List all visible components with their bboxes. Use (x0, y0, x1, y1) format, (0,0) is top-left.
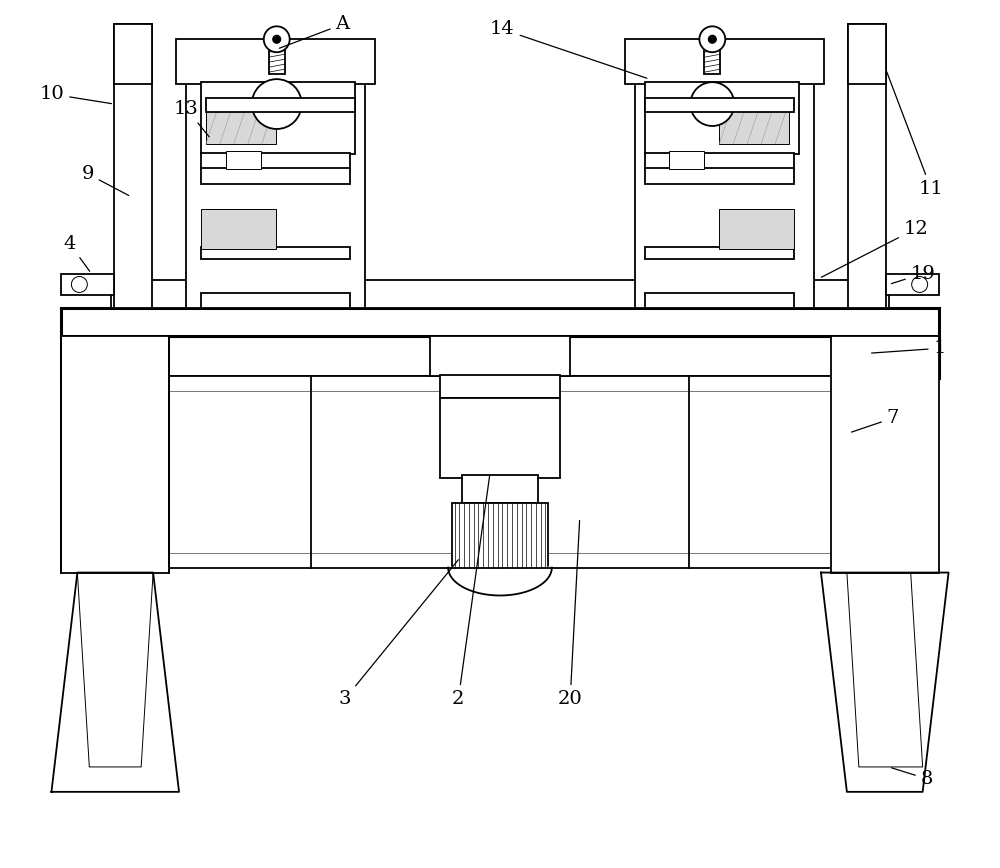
Circle shape (273, 36, 281, 43)
Bar (226, 151, 261, 169)
Bar (719, 208, 794, 248)
Bar (114, 24, 152, 84)
Bar (848, 24, 886, 308)
Bar (831, 336, 939, 573)
Polygon shape (847, 573, 923, 767)
Bar (645, 98, 794, 112)
Bar (430, 336, 570, 376)
Bar (645, 82, 799, 154)
Polygon shape (448, 568, 552, 595)
Bar (625, 39, 824, 84)
Bar (645, 247, 794, 259)
Text: 3: 3 (339, 560, 458, 708)
Text: 10: 10 (39, 85, 111, 103)
Circle shape (708, 36, 716, 43)
Text: 12: 12 (821, 220, 928, 277)
Polygon shape (821, 573, 949, 792)
Bar (201, 82, 355, 154)
Text: 14: 14 (490, 20, 647, 78)
Bar (645, 168, 794, 184)
Bar (81, 376, 919, 398)
Bar (61, 336, 939, 378)
Bar (176, 39, 375, 84)
Circle shape (699, 26, 725, 52)
Bar (886, 273, 939, 295)
Bar (111, 280, 889, 308)
Bar (61, 273, 114, 295)
Bar (848, 24, 886, 84)
Text: 7: 7 (852, 409, 899, 432)
Bar (201, 247, 350, 259)
Text: 9: 9 (81, 165, 129, 195)
Bar (201, 208, 276, 248)
Bar (114, 24, 152, 308)
Polygon shape (51, 573, 179, 792)
Text: 8: 8 (891, 768, 933, 788)
Bar (201, 153, 350, 169)
Bar (269, 43, 285, 74)
Bar (669, 151, 704, 169)
Bar (452, 503, 548, 568)
Bar (201, 293, 350, 308)
Bar (645, 293, 794, 308)
Circle shape (71, 277, 87, 293)
Text: 1: 1 (872, 339, 946, 358)
Bar (645, 153, 794, 169)
Text: 20: 20 (558, 521, 583, 708)
Bar (635, 79, 814, 308)
Text: 2: 2 (452, 476, 490, 708)
Text: 4: 4 (63, 234, 90, 272)
Text: 19: 19 (891, 265, 936, 284)
Bar (61, 308, 939, 336)
Bar (462, 475, 538, 503)
Circle shape (690, 82, 734, 126)
Bar (186, 79, 365, 308)
Bar (206, 102, 276, 144)
Text: 11: 11 (887, 72, 943, 198)
Bar (101, 391, 899, 553)
Bar (61, 336, 169, 573)
Circle shape (264, 26, 290, 52)
Bar (201, 168, 350, 184)
Circle shape (912, 277, 928, 293)
Text: 13: 13 (174, 100, 209, 137)
Bar (81, 376, 919, 568)
Text: A: A (279, 16, 350, 49)
Circle shape (252, 79, 302, 129)
Bar (719, 102, 789, 144)
Bar (704, 43, 720, 74)
Bar (206, 98, 355, 112)
Bar (440, 398, 560, 478)
Bar (440, 375, 560, 398)
Polygon shape (77, 573, 153, 767)
